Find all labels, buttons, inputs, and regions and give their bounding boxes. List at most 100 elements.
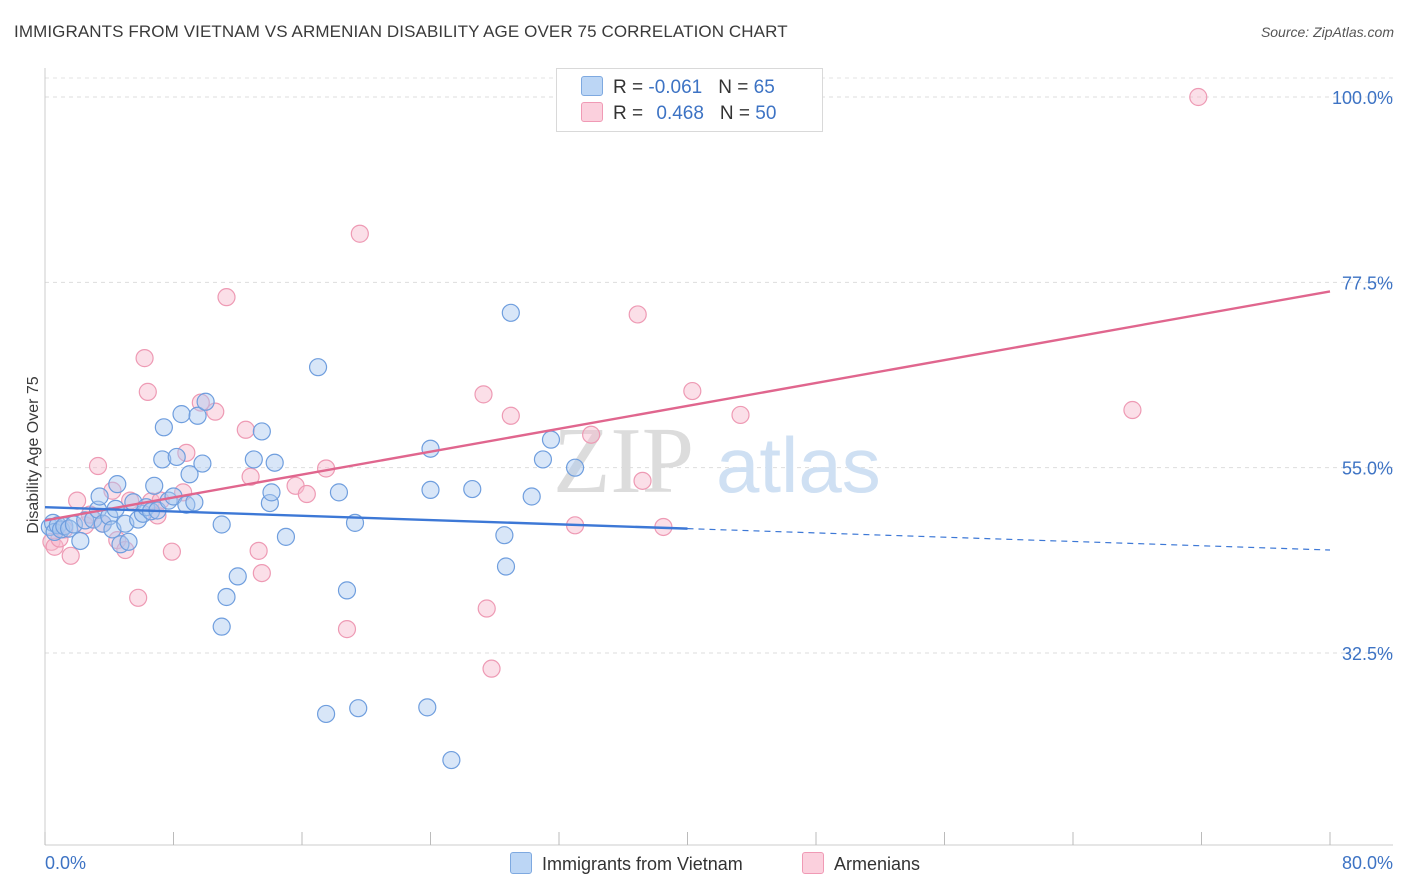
tick-labels: 32.5% 55.0% 77.5% 100.0% 0.0% 80.0% <box>45 88 1393 873</box>
x-tick-label-end: 80.0% <box>1342 853 1393 873</box>
data-point-vietnam <box>217 587 236 607</box>
data-point-vietnam <box>316 704 336 724</box>
y-tick-label: 77.5% <box>1342 273 1393 293</box>
series-vietnam <box>40 303 585 770</box>
bottom-legend-vietnam: Immigrants from Vietnam <box>510 852 743 875</box>
trend-lines <box>44 290 1331 551</box>
data-point-armenians <box>162 542 181 561</box>
chart-source: Source: ZipAtlas.com <box>1260 24 1394 40</box>
data-point-vietnam <box>193 454 212 473</box>
data-point-vietnam <box>421 439 440 458</box>
data-point-vietnam <box>337 581 357 600</box>
y-tick-label: 100.0% <box>1332 88 1393 108</box>
legend-r-label: R = <box>613 77 649 98</box>
data-point-vietnam <box>329 483 349 502</box>
data-point-vietnam <box>244 450 263 469</box>
data-point-vietnam <box>421 480 440 500</box>
data-point-vietnam <box>522 487 541 506</box>
data-point-vietnam <box>212 617 231 636</box>
data-point-armenians <box>582 425 601 444</box>
data-point-armenians <box>177 443 196 462</box>
data-point-vietnam <box>154 418 173 437</box>
data-point-vietnam <box>533 450 553 469</box>
legend-n-label: N = <box>719 103 756 124</box>
data-point-armenians <box>1189 87 1208 107</box>
data-point-vietnam <box>565 458 585 477</box>
bottom-legend-swatch-armenians <box>802 852 824 874</box>
legend-r-value: 0.468 <box>656 103 704 124</box>
data-point-vietnam <box>71 531 90 551</box>
legend-swatch-vietnam <box>581 76 603 96</box>
bottom-legend-swatch-vietnam <box>510 852 532 874</box>
data-point-vietnam <box>180 465 199 484</box>
y-tick-label: 32.5% <box>1342 644 1393 664</box>
data-point-armenians <box>236 420 255 439</box>
data-point-vietnam <box>308 358 328 377</box>
data-point-vietnam <box>442 750 461 770</box>
data-point-vietnam <box>418 698 437 717</box>
bottom-legend-armenians: Armenians <box>802 852 920 875</box>
data-point-armenians <box>731 405 750 425</box>
data-point-vietnam <box>463 479 482 499</box>
data-point-vietnam <box>495 526 514 545</box>
data-point-armenians <box>477 599 496 618</box>
legend-row-vietnam: R = -0.061 N = 65 <box>581 76 775 100</box>
data-point-vietnam <box>145 476 164 495</box>
data-point-armenians <box>241 467 260 486</box>
y-axis-label: Disability Age Over 75 <box>25 376 42 534</box>
data-point-armenians <box>129 588 148 607</box>
data-point-vietnam <box>119 532 138 551</box>
data-point-vietnam <box>90 487 109 506</box>
data-point-vietnam <box>153 450 172 469</box>
y-tick-label: 55.0% <box>1342 459 1393 479</box>
data-point-vietnam <box>265 453 284 472</box>
correlation-legend: R = -0.061 N = 65 R = 0.468 N = 50 <box>556 68 823 132</box>
data-point-vietnam <box>228 567 247 586</box>
legend-r-value: -0.061 <box>648 77 703 98</box>
data-point-vietnam <box>276 527 296 546</box>
data-point-armenians <box>135 349 154 368</box>
data-point-vietnam <box>496 557 516 576</box>
data-point-vietnam <box>501 303 520 322</box>
data-point-armenians <box>88 456 108 476</box>
trend-line-vietnam-extension <box>687 528 1331 551</box>
data-point-armenians <box>138 382 157 401</box>
data-point-armenians <box>249 541 268 560</box>
data-point-armenians <box>297 484 316 504</box>
data-point-armenians <box>474 385 493 404</box>
data-point-vietnam <box>541 430 561 449</box>
axes <box>44 68 1393 846</box>
data-point-armenians <box>683 381 702 401</box>
data-point-vietnam <box>167 447 186 467</box>
data-point-armenians <box>1123 400 1142 420</box>
x-tick-label-start: 0.0% <box>45 853 86 873</box>
watermark: ZIP atlas <box>553 409 881 513</box>
series-armenians <box>42 87 1208 678</box>
trend-line-armenians <box>44 290 1331 522</box>
data-point-armenians <box>61 546 80 565</box>
data-point-armenians <box>337 620 357 639</box>
data-point-vietnam <box>93 514 112 533</box>
data-point-armenians <box>206 402 225 421</box>
data-point-vietnam <box>185 493 204 512</box>
legend-n-value: 50 <box>755 103 777 124</box>
data-point-vietnam <box>262 483 281 502</box>
trend-line-vietnam <box>44 506 688 530</box>
watermark-atlas: atlas <box>716 421 881 509</box>
data-point-armenians <box>628 305 647 324</box>
legend-n-value: 65 <box>753 77 775 98</box>
data-point-vietnam <box>212 515 231 534</box>
chart-title: IMMIGRANTS FROM VIETNAM VS ARMENIAN DISA… <box>14 22 788 41</box>
data-point-vietnam <box>188 406 207 425</box>
data-point-armenians <box>482 659 501 678</box>
data-point-vietnam <box>252 422 271 441</box>
data-point-armenians <box>217 288 236 307</box>
data-point-armenians <box>633 471 652 490</box>
data-point-armenians <box>68 491 87 510</box>
legend-n-label: N = <box>718 77 754 98</box>
grid-lines <box>45 77 1393 654</box>
legend-r-label: R = <box>613 103 649 124</box>
legend-swatch-armenians <box>581 102 603 122</box>
bottom-legend-label-vietnam: Immigrants from Vietnam <box>542 854 743 874</box>
